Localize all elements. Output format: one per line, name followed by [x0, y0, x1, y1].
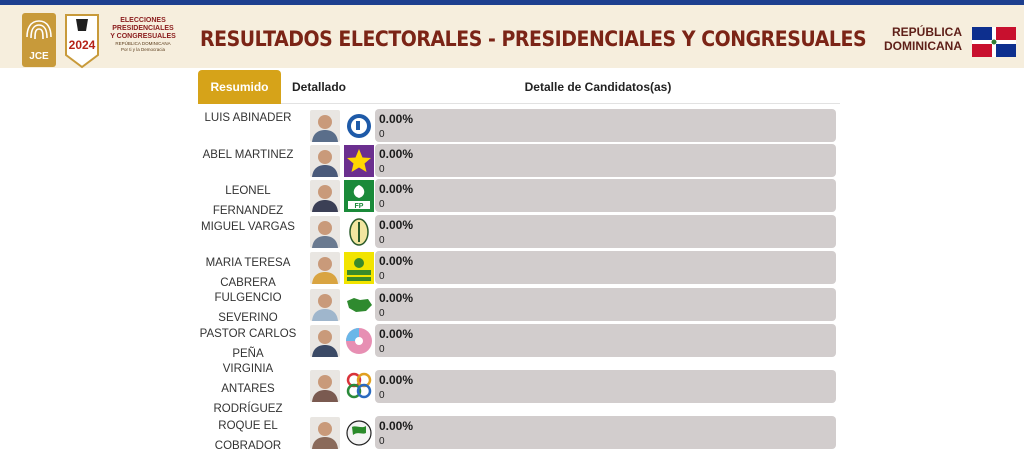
tab-detallado[interactable]: Detallado — [291, 80, 346, 94]
prm-logo-icon — [344, 110, 374, 142]
candidate-name-line: RODRÍGUEZ — [213, 403, 283, 415]
pld-star-icon — [344, 145, 374, 177]
result-bar: 0.00% 0 — [375, 179, 836, 212]
result-bar: 0.00% 0 — [375, 251, 836, 284]
candidate-name-line: CABRERA — [220, 277, 276, 289]
candidate-photo — [310, 110, 340, 142]
generacion-logo-icon — [344, 325, 374, 357]
result-bar: 0.00% 0 — [375, 288, 836, 321]
candidate-name: MIGUEL VARGAS — [198, 217, 298, 237]
elections-label: ELECCIONES PRESIDENCIALES Y CONGRESUALES… — [108, 17, 178, 53]
candidate-name-line: MARIA TERESA — [205, 257, 291, 269]
elections-sub-line: Por ti y la Democracia — [120, 47, 165, 52]
candidate-photo — [310, 370, 340, 402]
vote-count: 0 — [379, 390, 385, 401]
results-tabs: Resumido Detallado Detalle de Candidatos… — [198, 70, 840, 104]
svg-text:JCE: JCE — [29, 51, 49, 62]
tab-resumido[interactable]: Resumido — [198, 70, 281, 104]
elections-sub-line: REPÚBLICA DOMINICANA — [115, 41, 171, 46]
fp-logo-icon: FP — [344, 180, 374, 212]
candidate-name-line: LEONEL — [225, 185, 271, 197]
candidate-name: MARIA TERESA CABRERA — [198, 253, 298, 293]
globe-logo-icon — [344, 417, 374, 449]
candidate-name-line: VIRGINIA — [222, 363, 274, 375]
candidate-name: PASTOR CARLOS PEÑA — [198, 324, 298, 364]
dominican-flag-icon — [972, 27, 1016, 57]
country-label: REPÚBLICA DOMINICANA — [872, 25, 962, 53]
vote-percent: 0.00% — [379, 254, 414, 268]
result-bar: 0.00% 0 — [375, 109, 836, 142]
vote-count: 0 — [379, 164, 385, 175]
vote-percent: 0.00% — [379, 112, 414, 126]
elections-label-line: PRESIDENCIALES — [112, 25, 174, 32]
candidate-photo — [310, 325, 340, 357]
candidate-name: ABEL MARTINEZ — [198, 145, 298, 165]
svg-text:2024: 2024 — [69, 38, 96, 52]
candidate-name-line: FULGENCIO — [214, 292, 282, 304]
elections-2024-logo-icon: 2024 — [65, 14, 99, 69]
vote-percent: 0.00% — [379, 373, 414, 387]
vote-percent: 0.00% — [379, 419, 414, 433]
candidate-name-line: MIGUEL VARGAS — [201, 221, 295, 233]
candidate-photo — [310, 417, 340, 449]
vote-percent: 0.00% — [379, 327, 414, 341]
candidate-name: LUIS ABINADER — [198, 108, 298, 128]
result-bar: 0.00% 0 — [375, 215, 836, 248]
frente-amplio-logo-icon — [344, 252, 374, 284]
country-line: REPÚBLICA — [891, 25, 962, 39]
candidate-name-line: COBRADOR — [214, 440, 282, 452]
result-bar: 0.00% 0 — [375, 324, 836, 357]
vote-percent: 0.00% — [379, 147, 414, 161]
candidate-photo — [310, 252, 340, 284]
candidate-name: ROQUE EL COBRADOR — [198, 416, 298, 456]
svg-text:FP: FP — [355, 203, 364, 210]
prd-logo-icon — [344, 216, 374, 248]
opcion-logo-icon — [344, 370, 374, 402]
vote-count: 0 — [379, 199, 385, 210]
vote-count: 0 — [379, 271, 385, 282]
country-line: DOMINICANA — [884, 39, 962, 53]
candidate-name-line: ANTARES — [221, 383, 275, 395]
jce-fingerprint-logo-icon: JCE — [22, 13, 56, 67]
candidate-name-line: PEÑA — [232, 348, 264, 360]
candidate-photo — [310, 180, 340, 212]
vote-count: 0 — [379, 308, 385, 319]
vote-count: 0 — [379, 129, 385, 140]
result-bar: 0.00% 0 — [375, 370, 836, 403]
candidate-photo — [310, 145, 340, 177]
vote-count: 0 — [379, 436, 385, 447]
candidate-photo — [310, 289, 340, 321]
result-bar: 0.00% 0 — [375, 416, 836, 449]
result-bar: 0.00% 0 — [375, 144, 836, 177]
vote-percent: 0.00% — [379, 218, 414, 232]
candidate-name-line: SEVERINO — [218, 312, 278, 324]
vote-percent: 0.00% — [379, 291, 414, 305]
candidate-name-line: PASTOR CARLOS — [199, 328, 297, 340]
candidate-name-line: LUIS ABINADER — [204, 112, 292, 124]
page-header: JCE 2024 ELECCIONES PRESIDENCIALES Y CON… — [0, 5, 1024, 69]
candidate-name: LEONEL FERNANDEZ — [198, 181, 298, 221]
candidate-name: FULGENCIO SEVERINO — [198, 288, 298, 328]
vote-count: 0 — [379, 344, 385, 355]
top-accent-bar — [0, 0, 1024, 5]
elections-label-line: Y CONGRESUALES — [110, 33, 176, 40]
elections-label-line: ELECCIONES — [120, 17, 166, 24]
candidate-name-line: ABEL MARTINEZ — [202, 149, 294, 161]
ppc-map-logo-icon — [344, 289, 374, 321]
page-title: RESULTADOS ELECTORALES - PRESIDENCIALES … — [200, 27, 867, 51]
vote-count: 0 — [379, 235, 385, 246]
candidate-photo — [310, 216, 340, 248]
candidate-name-line: ROQUE EL — [218, 420, 278, 432]
candidate-name: VIRGINIA ANTARES RODRÍGUEZ — [198, 359, 298, 419]
candidate-name-line: FERNANDEZ — [212, 205, 284, 217]
candidates-detail-heading: Detalle de Candidatos(as) — [524, 80, 672, 94]
vote-percent: 0.00% — [379, 182, 414, 196]
